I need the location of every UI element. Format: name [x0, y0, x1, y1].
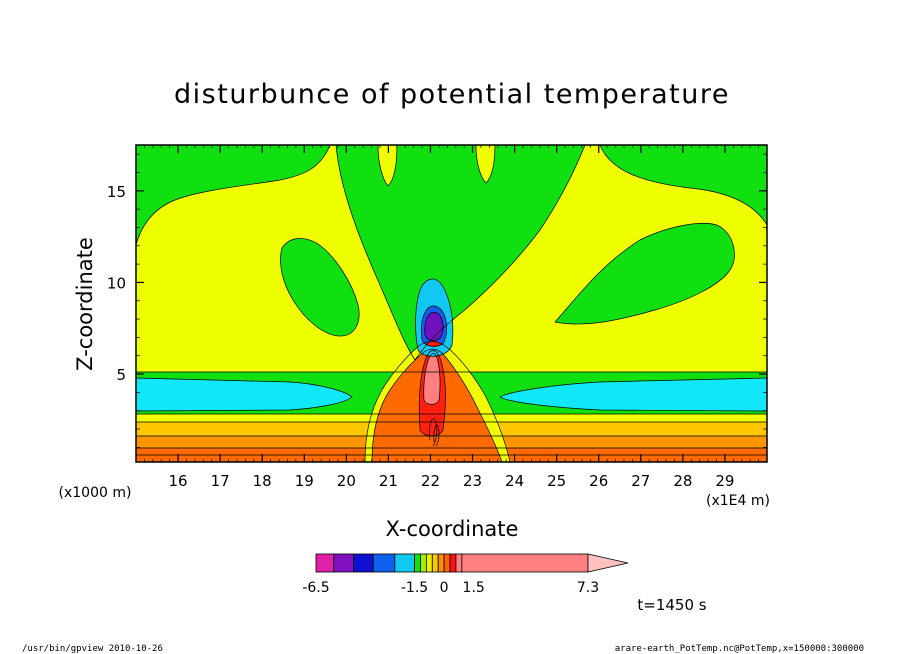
colorbar-label: 0 [440, 580, 449, 596]
colorbar-segment [425, 553, 433, 573]
x-tick-label: 26 [589, 472, 608, 490]
colorbar-labels: -6.5 -1.5 0 1.5 7.3 [302, 580, 599, 596]
y-tick-label: 15 [107, 183, 126, 201]
colorbar-segment [437, 553, 445, 573]
x-tick-label: 18 [253, 472, 272, 490]
colorbar-segment [372, 553, 396, 573]
x-axis-unit: (x1E4 m) [706, 493, 770, 509]
time-label: t=1450 s [637, 596, 706, 614]
colorbar-segment [353, 553, 374, 573]
colorbar-segment [394, 553, 415, 573]
colorbar-segment [420, 553, 427, 573]
footer-right: arare-earth_PotTemp.nc@PotTemp,x=150000:… [615, 644, 864, 654]
colorbar-segment [315, 553, 335, 573]
x-tick-label: 29 [715, 472, 734, 490]
chart-title: disturbunce of potential temperature [174, 79, 730, 110]
y-tick-label: 5 [116, 366, 126, 384]
contour-region-upper-center [336, 145, 585, 360]
colorbar-label: 1.5 [463, 580, 485, 596]
y-axis: 5 10 15 [107, 153, 767, 448]
y-axis-unit: (x1000 m) [59, 485, 132, 501]
colorbar [315, 553, 629, 573]
x-tick-label: 16 [169, 472, 188, 490]
band-cyan-right [500, 378, 767, 411]
contour-region-right-lobe [555, 223, 735, 325]
contour-region-upper-right [600, 145, 767, 225]
contour-lines [136, 145, 767, 462]
colorbar-label: 7.3 [577, 580, 599, 596]
contour-region-left-lobe [280, 238, 360, 337]
x-tick-label: 17 [211, 472, 230, 490]
x-axis: 16 17 18 19 20 21 22 23 24 25 26 27 28 29 [135, 145, 768, 490]
colorbar-segment [443, 553, 451, 573]
colorbar-segment [455, 553, 463, 573]
x-tick-label: 25 [547, 472, 566, 490]
contour-region-upper-left [136, 145, 330, 245]
cold-purple [424, 312, 444, 341]
plot-frame [135, 144, 768, 463]
x-tick-label: 28 [673, 472, 692, 490]
plot-area [136, 145, 767, 462]
x-tick-label: 24 [505, 472, 524, 490]
colorbar-arrow [587, 553, 629, 573]
colorbar-segment [449, 553, 457, 573]
colorbar-segment [431, 553, 439, 573]
x-axis-title: X-coordinate [386, 517, 519, 541]
x-tick-label: 23 [463, 472, 482, 490]
colorbar-segment [333, 553, 354, 573]
colorbar-label: -6.5 [302, 580, 329, 596]
x-tick-label: 20 [337, 472, 356, 490]
x-tick-label: 27 [631, 472, 650, 490]
x-tick-label: 21 [379, 472, 398, 490]
colorbar-segment [461, 553, 589, 573]
x-tick-label: 22 [421, 472, 440, 490]
x-tick-label: 19 [295, 472, 314, 490]
colorbar-segment [414, 553, 421, 573]
y-tick-label: 10 [107, 274, 126, 292]
footer-left: /usr/bin/gpview 2010-10-26 [22, 644, 163, 654]
colorbar-label: -1.5 [401, 580, 428, 596]
plume-hot-core [423, 353, 441, 405]
band-cyan-left [136, 378, 352, 411]
y-axis-title: Z-coordinate [73, 237, 97, 371]
